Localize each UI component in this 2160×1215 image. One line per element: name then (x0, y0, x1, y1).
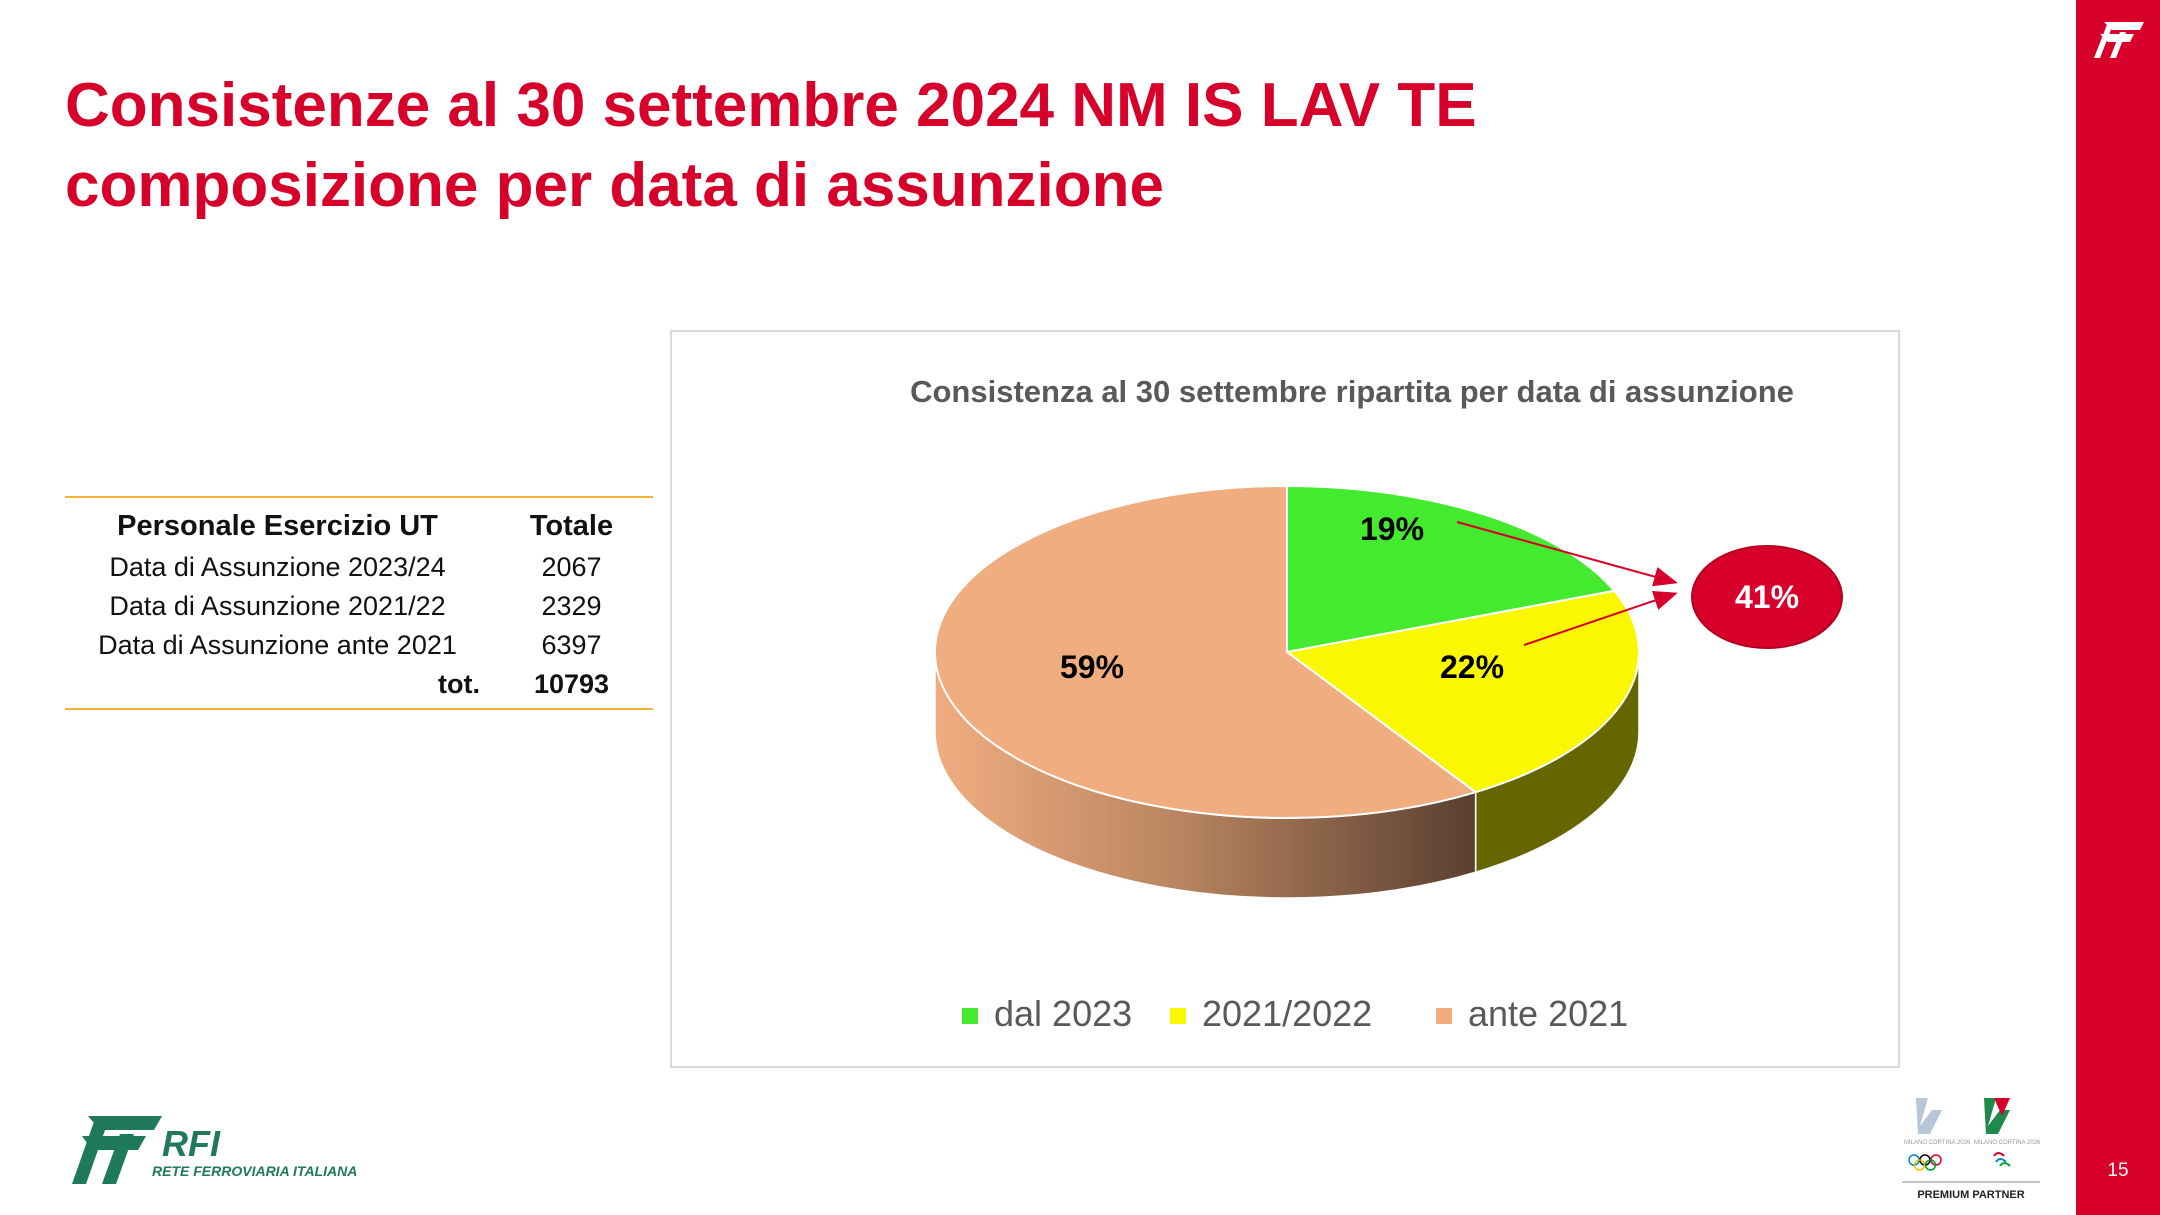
paralympic-logo (1984, 1098, 2011, 1167)
legend-swatch-1 (1170, 1008, 1186, 1024)
table-total-label: tot. (438, 669, 480, 699)
table-cell-value: 2067 (541, 552, 602, 582)
pie-value-label-1: 22% (1440, 649, 1504, 685)
annotation-ellipse (1691, 545, 1843, 649)
legend-label-2: ante 2021 (1468, 993, 1628, 1034)
olympic-logo (1908, 1098, 1942, 1171)
table-total-row: tot. 10793 (65, 665, 653, 704)
rfi-logo: RFI RETE FERROVIARIA ITALIANA (72, 1116, 357, 1184)
table-cell-label: Data di Assunzione ante 2021 (98, 630, 457, 660)
table-header-totale: Totale (529, 509, 614, 542)
partner-logo-text-left: MILANO CORTINA 2026 (1904, 1140, 1971, 1146)
annotation-label: 41% (1735, 579, 1799, 615)
chart-title: Consistenza al 30 settembre ripartita pe… (910, 374, 1794, 409)
table-row: Data di Assunzione ante 2021 6397 (65, 626, 653, 665)
slide-title-line-1: Consistenze al 30 settembre 2024 NM IS L… (65, 71, 1477, 140)
pie-value-label-0: 19% (1360, 511, 1424, 547)
legend-swatch-2 (1436, 1008, 1452, 1024)
pie-value-label-2: 59% (1060, 649, 1124, 685)
table-cell-label: Data di Assunzione 2023/24 (109, 552, 446, 582)
rfi-subtitle-text: RETE FERROVIARIA ITALIANA (152, 1163, 357, 1179)
table-row: Data di Assunzione 2023/24 2067 (65, 548, 653, 587)
partner-label: PREMIUM PARTNER (1917, 1189, 2024, 1201)
slide-title-line-2: composizione per data di assunzione (65, 151, 1164, 220)
pie-chart-frame: Consistenza al 30 settembre ripartita pe… (670, 330, 1900, 1068)
pie-slice-2 (934, 484, 1478, 819)
partner-logo: MILANO CORTINA 2026 MILANO CORTINA 2026 … (1902, 1098, 2041, 1201)
table-cell-value: 6397 (541, 630, 602, 660)
fs-logo-icon (2094, 22, 2144, 58)
legend-swatch-0 (962, 1008, 978, 1024)
pie-slice-0 (1286, 484, 1617, 654)
table-total-value: 10793 (533, 669, 610, 699)
pie-chart: 19% 22% 59% 41% dal 2023 2021/2022 ante 2021 (934, 484, 1843, 1034)
annotation-arrow-lower (1523, 590, 1678, 646)
slide-title: Consistenze al 30 settembre 2024 NM IS L… (65, 66, 1965, 226)
table-header-row: Personale Esercizio UT Totale (65, 504, 653, 548)
page-number: 15 (2107, 1160, 2129, 1181)
table-cell-value: 2329 (541, 591, 602, 621)
brand-sidebar: 15 (2076, 0, 2160, 1215)
partner-logo-text-right: MILANO CORTINA 2026 (1974, 1140, 2041, 1146)
staff-table: Personale Esercizio UT Totale Data di As… (65, 496, 653, 710)
annotation-arrow-upper (1456, 521, 1678, 587)
table-header-personale: Personale Esercizio UT (117, 509, 438, 542)
legend-label-1: 2021/2022 (1202, 993, 1372, 1034)
table-row: Data di Assunzione 2021/22 2329 (65, 587, 653, 626)
legend-label-0: dal 2023 (994, 993, 1132, 1034)
pie-slice-1 (1284, 589, 1640, 794)
rfi-mark-text: RFI (162, 1123, 221, 1164)
table-cell-label: Data di Assunzione 2021/22 (109, 591, 446, 621)
